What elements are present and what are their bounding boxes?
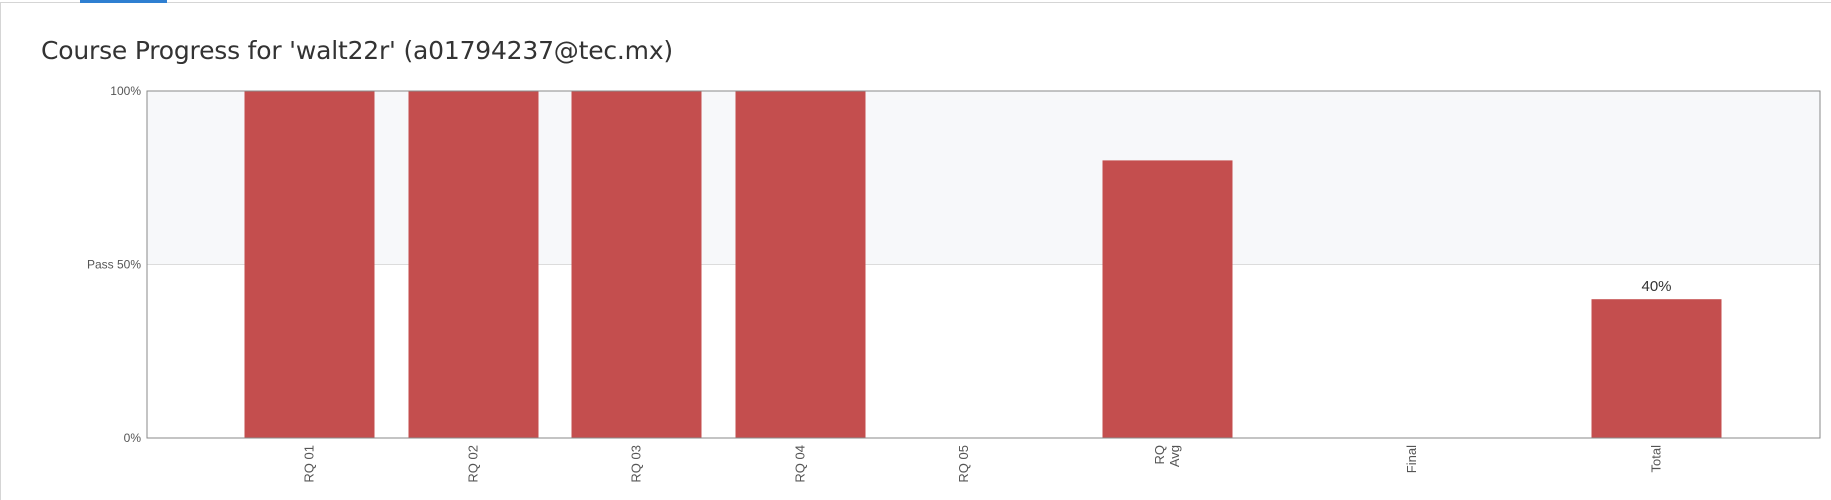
y-tick-label: 100% <box>110 84 141 98</box>
x-tick-label: Avg <box>1167 445 1182 467</box>
active-tab-indicator[interactable] <box>80 0 167 3</box>
bar <box>735 91 866 438</box>
bar <box>244 91 375 438</box>
x-tick-label: RQ <box>1152 445 1167 465</box>
y-tick-label: 0% <box>124 431 142 445</box>
bar <box>1102 160 1233 438</box>
x-tick-label: RQ 02 <box>466 445 481 483</box>
plot-frame <box>146 90 1821 439</box>
x-tick-label: RQ 05 <box>956 445 971 483</box>
bar <box>1591 299 1722 438</box>
x-tick-label: Final <box>1404 445 1419 473</box>
x-tick-label: RQ 03 <box>629 445 644 483</box>
pass-band <box>147 91 1820 265</box>
x-tick-label: RQ 01 <box>302 445 317 483</box>
left-border <box>0 2 1 500</box>
y-tick-label: Pass 50% <box>87 258 141 272</box>
bar <box>571 91 702 438</box>
page-title: Course Progress for 'walt22r' (a01794237… <box>41 36 673 65</box>
x-tick-label: RQ 04 <box>793 445 808 483</box>
x-tick-label: Total <box>1649 445 1664 473</box>
data-label: 40% <box>1641 278 1671 295</box>
bar <box>408 91 539 438</box>
top-border <box>0 2 1831 3</box>
